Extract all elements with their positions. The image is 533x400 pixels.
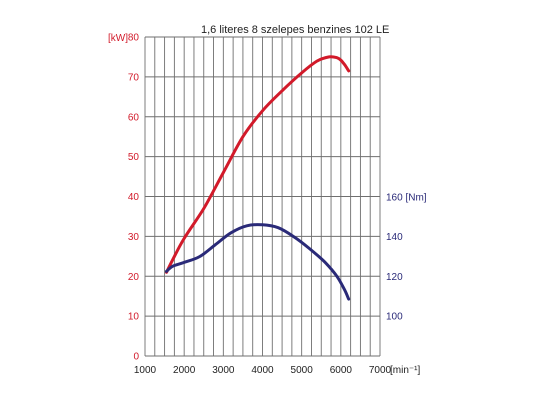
x-tick-label: 3000 (212, 365, 235, 376)
series-line-torque (165, 223, 351, 301)
y-left-tick-label: 20 (128, 272, 140, 283)
x-axis-unit: [min⁻¹] (390, 365, 421, 376)
y-left-tick-label: 70 (128, 72, 140, 83)
y-left-tick-label: 10 (128, 312, 140, 323)
x-tick-label: 5000 (291, 365, 314, 376)
y-right-tick-label: 140 (386, 232, 403, 243)
y-left-tick-label: 0 (133, 352, 139, 363)
tick-labels: 1000 2000 3000 4000 5000 6000 7000[min⁻¹] 0 10 20… (108, 33, 427, 377)
y-right-tick-label: 120 (386, 272, 403, 283)
y-left-unit: [kW] (108, 33, 128, 44)
y-left-tick-label: 80 (128, 33, 140, 44)
x-tick-label: 4000 (251, 365, 274, 376)
series-line-power (165, 55, 351, 274)
y-left-tick-label: 50 (128, 152, 140, 163)
y-left-tick-label: 40 (128, 192, 140, 203)
x-tick-label: 2000 (173, 365, 196, 376)
y-left-tick-label: 60 (128, 112, 140, 123)
series-lines (165, 55, 351, 301)
x-tick-label: 7000 (369, 365, 392, 376)
grid (144, 36, 381, 357)
y-right-unit: 160 [Nm] (386, 193, 427, 204)
chart-title: 1,6 literes 8 szelepes benzines 102 LE (201, 24, 389, 36)
y-right-tick-label: 100 (386, 312, 403, 323)
x-tick-label: 1000 (134, 365, 157, 376)
x-tick-label: 6000 (330, 365, 353, 376)
y-left-tick-label: 30 (128, 232, 140, 243)
